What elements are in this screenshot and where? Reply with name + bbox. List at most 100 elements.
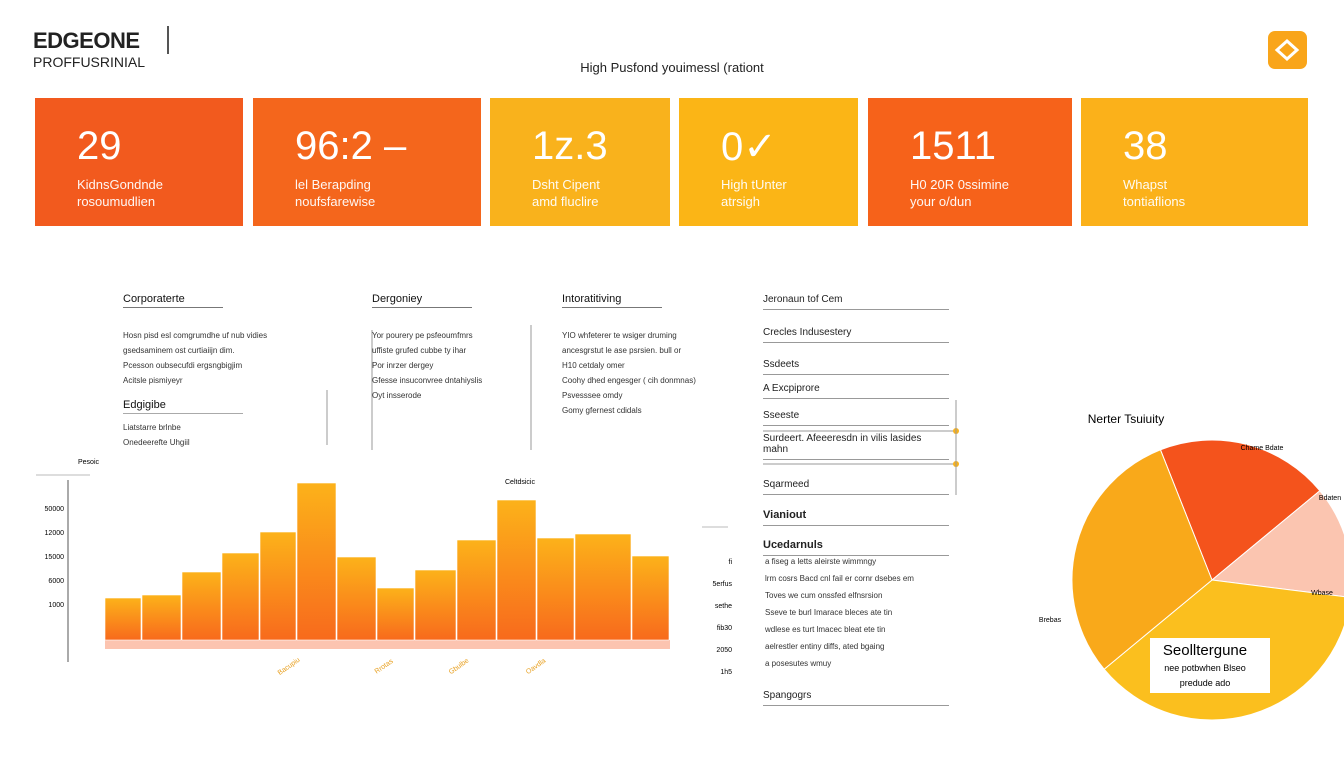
side-label: 5erfus (713, 581, 733, 588)
bar (376, 587, 415, 641)
text-column: Intoratitiving YIO whfeterer te wsiger dr… (562, 294, 742, 420)
column-text: Yor pourery pe psfeoumfmrs (372, 331, 473, 340)
bar (296, 482, 337, 641)
kpi-label: H0 20R 0ssimine (910, 177, 1009, 192)
y-tick-label: 12000 (45, 530, 65, 537)
page-title: High Pusfond youimessl (rationt (580, 60, 764, 75)
panel-text: aelrestler entiny diffs, ated bgaing (765, 642, 885, 651)
pie-caption: Seolltergune (1163, 642, 1247, 659)
column-text: YIO whfeterer te wsiger druming (562, 331, 677, 340)
bar (456, 539, 497, 641)
kpi-label: rosoumudlien (77, 194, 156, 209)
pie-slice (1159, 439, 1321, 581)
panel-row: Surdeert. Afeeeresdn in vilis lasides ma… (763, 433, 949, 460)
kpi-value: 1511 (910, 124, 997, 168)
pie-label: Bdaten (1319, 495, 1341, 502)
kpi-label: High tUnter (721, 177, 787, 192)
panel-text: wdlese es turt lmacec bleat ete tin (765, 625, 886, 634)
x-tick-label: Gbulbe (448, 657, 471, 676)
divider (167, 26, 169, 54)
side-label: 2050 (716, 647, 732, 654)
column-text: Pcesson oubsecufdi ergsngbigjim (123, 361, 243, 370)
panel-text: Toves we cum onssfed elfnsrsion (765, 591, 883, 600)
panel-row: Jeronaun tof Cem (763, 294, 949, 310)
kpi-card: 1z.3 Dsht Cipent amd fluclire (490, 98, 670, 226)
column-text: Coohy dhed engesger ( cih donmnas) (562, 376, 696, 385)
pie-sub: predude ado (1180, 678, 1231, 688)
column-text: Acitsle pismiyeyr (123, 376, 183, 385)
baseline-band (105, 640, 670, 649)
kpi-label: your o/dun (910, 194, 972, 209)
kpi-label: Dsht Cipent (532, 177, 600, 192)
bar (104, 597, 142, 641)
bar (574, 533, 632, 641)
column-text: Gomy gfernest cdidals (562, 406, 642, 415)
pie-label: Chame Bdate (1241, 445, 1284, 452)
panel-text: a posesutes wmuy (765, 659, 832, 668)
kpi-label: atrsigh (721, 194, 761, 209)
kpi-card: 96:2 – lel Berapding noufsfarewise (253, 98, 481, 226)
kpi-card: 38 Whapst tontiaflions (1081, 98, 1308, 226)
column-text: Onedeerefte Uhgiil (123, 438, 190, 447)
kpi-value: 0✓ (721, 125, 777, 169)
pie-label: Brebas (1039, 617, 1062, 624)
bar (141, 594, 182, 641)
kpi-label: noufsfarewise (295, 194, 376, 209)
column-text: uffiste grufed cubbe ty ihar (372, 346, 467, 355)
chart-label: Celtdsicic (505, 479, 535, 486)
column-title: Corporaterte (123, 294, 223, 308)
pie-sub: nee potbwhen Blseo (1164, 663, 1246, 673)
bar (536, 537, 575, 641)
x-tick-label: Rrotas (374, 658, 395, 676)
kpi-card: 0✓ High tUnter atrsigh (679, 98, 858, 226)
pie-title: Nerter Tsuiuity (1088, 412, 1164, 426)
column-text: Por inrzer dergey (372, 361, 434, 370)
kpi-value: 38 (1123, 124, 1168, 168)
y-tick-label: 6000 (48, 578, 64, 585)
kpi-label: lel Berapding (295, 177, 371, 192)
column-text: Gfesse insuconvree dntahiyslis (372, 376, 483, 385)
text-column: Corporaterte Hosn pisd esl comgrumdhe uf … (123, 294, 303, 452)
panel-row: Crecles Indusestery (763, 327, 949, 343)
kpi-value: 96:2 – (295, 124, 407, 168)
bar (336, 556, 377, 641)
side-label: sethe (715, 603, 732, 610)
axis-label: Pesoic (78, 459, 100, 466)
caption-bg (1150, 638, 1270, 693)
column-text: Oyt insserode (372, 391, 422, 400)
column-text: Hosn pisd esl comgrumdhe uf nub vidies (123, 331, 268, 340)
column-title: Intoratitiving (562, 294, 662, 308)
bar (221, 552, 260, 641)
y-tick-label: 50000 (45, 506, 65, 513)
pie-label: Wbase (1311, 590, 1333, 597)
pie-slice (1071, 449, 1213, 670)
settings-button[interactable] (1268, 31, 1307, 69)
panel-row: Vianiout (763, 509, 949, 526)
x-tick-label: Oavdla (525, 657, 547, 676)
pie-slice (1210, 490, 1344, 598)
kpi-value: 1z.3 (532, 124, 608, 168)
side-label: fib30 (717, 625, 732, 632)
bar (496, 499, 537, 641)
panel-text: Sseve te burl Imarace bleces ate tin (765, 608, 893, 617)
column-title: Dergoniey (372, 294, 472, 308)
kpi-label: amd fluclire (532, 194, 599, 209)
column-text: Psvesssee omdy (562, 391, 623, 400)
icon (1274, 38, 1300, 62)
panel-row: Ssdeets (763, 359, 949, 375)
panel-row: Ucedarnuls (763, 539, 949, 556)
panel-text: a fiseg a letts aleirste wimmngy (765, 557, 877, 566)
brand-subtitle: PROFFUSRINIAL (33, 54, 146, 70)
bar (259, 531, 297, 641)
bar (631, 555, 670, 641)
column-subtitle: Edgigibe (123, 400, 243, 414)
y-tick-label: 15000 (45, 554, 65, 561)
panel-row: Sseeste (763, 410, 949, 426)
kpi-value: 29 (77, 124, 122, 168)
kpi-label: Whapst (1123, 177, 1168, 192)
side-label: fi (729, 559, 733, 566)
column-text: gsedsaminem ost curtiaiijn dim. (123, 346, 235, 355)
bar (414, 569, 457, 641)
panel-row: Spangogrs (763, 690, 949, 706)
